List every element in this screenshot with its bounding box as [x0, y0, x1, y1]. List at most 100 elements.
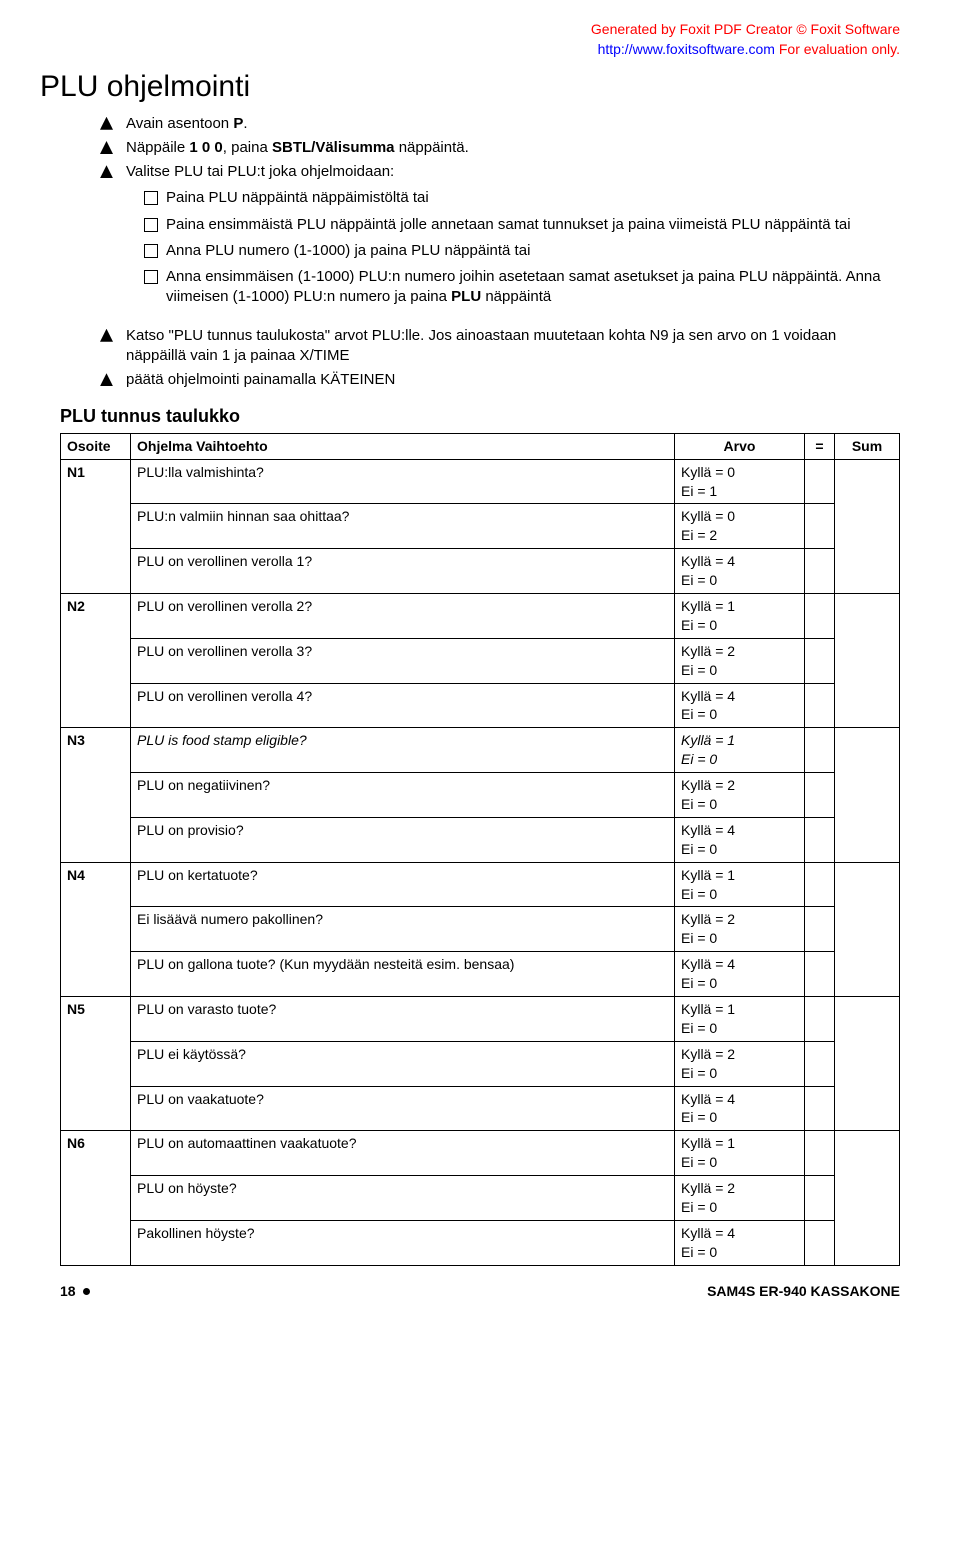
bullet-item: päätä ohjelmointi painamalla KÄTEINEN — [100, 370, 900, 390]
cell-sum — [835, 459, 900, 593]
cell-arvo: Kyllä = 4Ei = 0 — [675, 683, 805, 728]
footer-left: 18 — [60, 1282, 94, 1301]
cell-option: PLU on verollinen verolla 2? — [131, 593, 675, 638]
watermark-url: http://www.foxitsoftware.com — [598, 41, 775, 57]
cell-arvo: Kyllä = 2Ei = 0 — [675, 773, 805, 818]
sub-bullet-item: Anna ensimmäisen (1-1000) PLU:n numero j… — [144, 267, 900, 308]
cell-arvo: Kyllä = 4Ei = 0 — [675, 817, 805, 862]
cell-equals — [805, 862, 835, 907]
cell-arvo: Kyllä = 1Ei = 0 — [675, 1131, 805, 1176]
watermark-line1: Generated by Foxit PDF Creator © Foxit S… — [60, 20, 900, 40]
table-row: PLU on negatiivinen?Kyllä = 2Ei = 0 — [61, 773, 900, 818]
bullet-list-mid: Katso "PLU tunnus taulukosta" arvot PLU:… — [60, 326, 900, 391]
cell-equals — [805, 997, 835, 1042]
cell-arvo: Kyllä = 1Ei = 0 — [675, 862, 805, 907]
table-row: PLU on verollinen verolla 3?Kyllä = 2Ei … — [61, 638, 900, 683]
cell-equals — [805, 549, 835, 594]
cell-sum — [835, 862, 900, 996]
table-row: N6PLU on automaattinen vaakatuote?Kyllä … — [61, 1131, 900, 1176]
bullet-item: Avain asentoon P. — [100, 114, 900, 134]
table-row: PLU:n valmiin hinnan saa ohittaa?Kyllä =… — [61, 504, 900, 549]
cell-arvo: Kyllä = 4Ei = 0 — [675, 1220, 805, 1265]
cell-osoite: N5 — [61, 997, 131, 1131]
page-footer: 18 SAM4S ER-940 KASSAKONE — [60, 1282, 900, 1301]
table-row: PLU ei käytössä?Kyllä = 2Ei = 0 — [61, 1041, 900, 1086]
cell-option: Pakollinen höyste? — [131, 1220, 675, 1265]
cell-equals — [805, 907, 835, 952]
cell-equals — [805, 683, 835, 728]
table-row: N5PLU on varasto tuote?Kyllä = 1Ei = 0 — [61, 997, 900, 1042]
cell-sum — [835, 1131, 900, 1265]
cell-osoite: N4 — [61, 862, 131, 996]
cell-equals — [805, 817, 835, 862]
footer-dot-icon — [83, 1288, 90, 1295]
cell-option: PLU on verollinen verolla 4? — [131, 683, 675, 728]
cell-osoite: N3 — [61, 728, 131, 862]
cell-option: PLU on verollinen verolla 1? — [131, 549, 675, 594]
cell-arvo: Kyllä = 4Ei = 0 — [675, 952, 805, 997]
table-row: Ei lisäävä numero pakollinen?Kyllä = 2Ei… — [61, 907, 900, 952]
watermark: Generated by Foxit PDF Creator © Foxit S… — [60, 20, 900, 59]
cell-option: PLU on automaattinen vaakatuote? — [131, 1131, 675, 1176]
cell-arvo: Kyllä = 2Ei = 0 — [675, 638, 805, 683]
bullet-item: Katso "PLU tunnus taulukosta" arvot PLU:… — [100, 326, 900, 367]
cell-option: PLU on negatiivinen? — [131, 773, 675, 818]
cell-equals — [805, 1131, 835, 1176]
cell-option: PLU on varasto tuote? — [131, 997, 675, 1042]
cell-osoite: N1 — [61, 459, 131, 593]
plu-table-head: OsoiteOhjelma VaihtoehtoArvo=Sum — [61, 433, 900, 459]
cell-option: PLU ei käytössä? — [131, 1041, 675, 1086]
cell-equals — [805, 1086, 835, 1131]
cell-arvo: Kyllä = 1Ei = 0 — [675, 728, 805, 773]
table-row: N4PLU on kertatuote?Kyllä = 1Ei = 0 — [61, 862, 900, 907]
cell-sum — [835, 593, 900, 727]
cell-arvo: Kyllä = 2Ei = 0 — [675, 1176, 805, 1221]
cell-sum — [835, 728, 900, 862]
cell-option: PLU:n valmiin hinnan saa ohittaa? — [131, 504, 675, 549]
page-title: PLU ohjelmointi — [40, 67, 900, 108]
cell-option: PLU on höyste? — [131, 1176, 675, 1221]
table-row: PLU on provisio?Kyllä = 4Ei = 0 — [61, 817, 900, 862]
cell-equals — [805, 459, 835, 504]
sub-list: Paina PLU näppäintä näppäimistöltä tai Pa… — [126, 188, 900, 307]
cell-equals — [805, 728, 835, 773]
table-heading: PLU tunnus taulukko — [60, 404, 900, 428]
table-header-cell: Arvo — [675, 433, 805, 459]
sub-bullet-item: Paina ensimmäistä PLU näppäintä jolle an… — [144, 215, 900, 235]
plu-table-body: N1PLU:lla valmishinta?Kyllä = 0Ei = 1PLU… — [61, 459, 900, 1265]
cell-equals — [805, 593, 835, 638]
table-row: N3PLU is food stamp eligible?Kyllä = 1Ei… — [61, 728, 900, 773]
table-header-cell: Ohjelma Vaihtoehto — [131, 433, 675, 459]
table-header-cell: Osoite — [61, 433, 131, 459]
table-row: Pakollinen höyste?Kyllä = 4Ei = 0 — [61, 1220, 900, 1265]
sub-bullet-item: Anna PLU numero (1-1000) ja paina PLU nä… — [144, 241, 900, 261]
cell-equals — [805, 638, 835, 683]
sub-bullet-item: Paina PLU näppäintä näppäimistöltä tai — [144, 188, 900, 208]
bullet-item: Valitse PLU tai PLU:t joka ohjelmoidaan:… — [100, 162, 900, 308]
cell-arvo: Kyllä = 1Ei = 0 — [675, 997, 805, 1042]
bullet-item: Näppäile 1 0 0, paina SBTL/Välisumma näp… — [100, 138, 900, 158]
table-row: PLU on verollinen verolla 4?Kyllä = 4Ei … — [61, 683, 900, 728]
table-row: PLU on höyste?Kyllä = 2Ei = 0 — [61, 1176, 900, 1221]
cell-arvo: Kyllä = 4Ei = 0 — [675, 549, 805, 594]
cell-osoite: N6 — [61, 1131, 131, 1265]
cell-option: PLU on gallona tuote? (Kun myydään neste… — [131, 952, 675, 997]
cell-option: PLU on verollinen verolla 3? — [131, 638, 675, 683]
table-header-cell: Sum — [835, 433, 900, 459]
cell-option: PLU is food stamp eligible? — [131, 728, 675, 773]
cell-arvo: Kyllä = 2Ei = 0 — [675, 1041, 805, 1086]
cell-arvo: Kyllä = 1Ei = 0 — [675, 593, 805, 638]
cell-equals — [805, 504, 835, 549]
cell-equals — [805, 1220, 835, 1265]
cell-arvo: Kyllä = 0Ei = 1 — [675, 459, 805, 504]
cell-osoite: N2 — [61, 593, 131, 727]
table-row: N1PLU:lla valmishinta?Kyllä = 0Ei = 1 — [61, 459, 900, 504]
cell-arvo: Kyllä = 0Ei = 2 — [675, 504, 805, 549]
cell-option: Ei lisäävä numero pakollinen? — [131, 907, 675, 952]
cell-equals — [805, 1041, 835, 1086]
table-row: N2PLU on verollinen verolla 2?Kyllä = 1E… — [61, 593, 900, 638]
watermark-line2: http://www.foxitsoftware.com For evaluat… — [60, 40, 900, 60]
table-header-cell: = — [805, 433, 835, 459]
footer-page-number: 18 — [60, 1283, 76, 1299]
cell-option: PLU on provisio? — [131, 817, 675, 862]
